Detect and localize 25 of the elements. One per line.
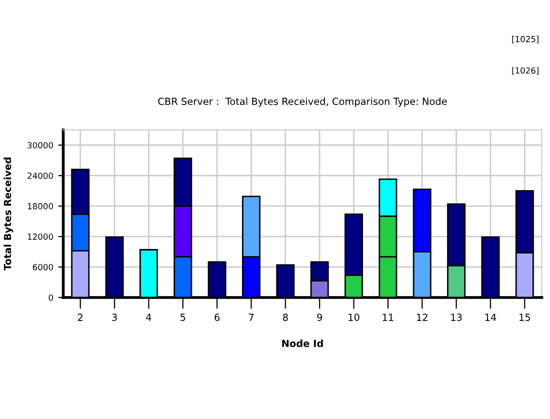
x-tick-label: 14 (485, 314, 496, 321)
y-tick-label: 18000 (28, 203, 53, 210)
text: [1026] (512, 67, 538, 75)
x-tick-label: 11 (382, 314, 394, 321)
x-tick-label: 15 (520, 314, 530, 321)
x-tick-label: 2 (78, 314, 82, 321)
x-tick-label: 7 (248, 314, 254, 321)
x-tick-label: 5 (180, 314, 186, 321)
y-tick-label: 12000 (28, 234, 53, 240)
x-axis-title: Node Id (282, 340, 323, 348)
chart-title: CBR Server : Total Bytes Received, Comparison Type: Node (158, 98, 447, 107)
x-tick-label: 13 (451, 314, 462, 321)
x-tick-label: 9 (317, 314, 322, 321)
x-tick-label: 8 (282, 314, 288, 321)
y-tick-label: 30000 (28, 142, 53, 148)
x-tick-label: 10 (348, 314, 360, 321)
x-tick-label: 6 (214, 314, 220, 321)
y-tick-label: 0 (48, 294, 53, 301)
y-tick-label: 24000 (28, 172, 53, 179)
x-tick-label: 12 (417, 314, 428, 321)
x-tick-label: 4 (146, 314, 152, 321)
x-tick-label: 3 (112, 314, 117, 321)
y-tick-label: 6000 (32, 264, 53, 270)
y-axis-title: Total Bytes Received (4, 158, 14, 271)
text: [1025] (512, 36, 538, 44)
